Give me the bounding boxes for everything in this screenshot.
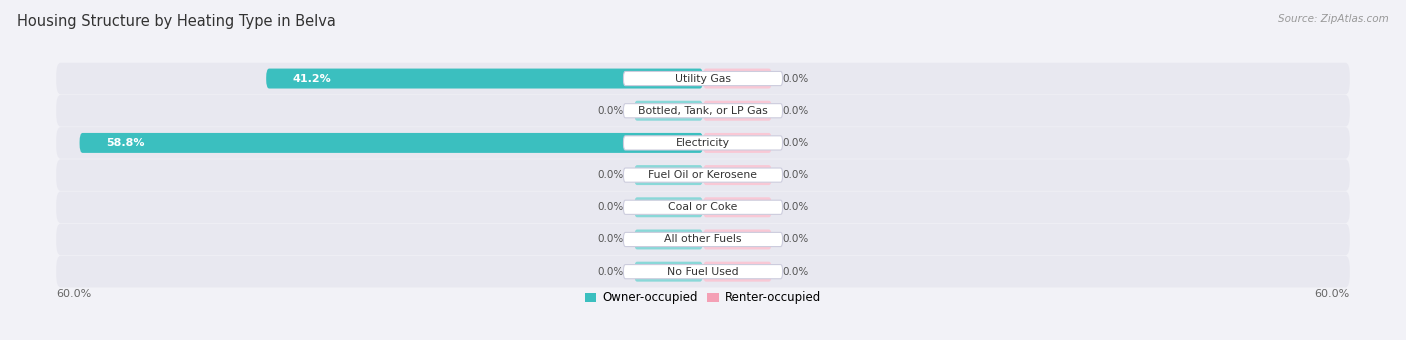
FancyBboxPatch shape xyxy=(703,69,772,88)
FancyBboxPatch shape xyxy=(703,197,772,217)
FancyBboxPatch shape xyxy=(634,262,703,282)
Text: 60.0%: 60.0% xyxy=(56,289,91,299)
Text: Bottled, Tank, or LP Gas: Bottled, Tank, or LP Gas xyxy=(638,106,768,116)
FancyBboxPatch shape xyxy=(623,200,783,214)
Legend: Owner-occupied, Renter-occupied: Owner-occupied, Renter-occupied xyxy=(579,287,827,309)
FancyBboxPatch shape xyxy=(56,256,1350,287)
FancyBboxPatch shape xyxy=(623,71,783,86)
Text: No Fuel Used: No Fuel Used xyxy=(668,267,738,277)
FancyBboxPatch shape xyxy=(634,101,703,121)
Text: 0.0%: 0.0% xyxy=(783,73,808,84)
Text: 0.0%: 0.0% xyxy=(783,202,808,212)
Text: Utility Gas: Utility Gas xyxy=(675,73,731,84)
FancyBboxPatch shape xyxy=(56,224,1350,255)
Text: 0.0%: 0.0% xyxy=(783,267,808,277)
FancyBboxPatch shape xyxy=(623,265,783,279)
FancyBboxPatch shape xyxy=(80,133,703,153)
FancyBboxPatch shape xyxy=(703,230,772,250)
FancyBboxPatch shape xyxy=(266,69,703,88)
FancyBboxPatch shape xyxy=(56,159,1350,191)
FancyBboxPatch shape xyxy=(623,136,783,150)
FancyBboxPatch shape xyxy=(56,63,1350,94)
Text: 0.0%: 0.0% xyxy=(783,138,808,148)
Text: 58.8%: 58.8% xyxy=(105,138,145,148)
FancyBboxPatch shape xyxy=(634,230,703,250)
Text: Fuel Oil or Kerosene: Fuel Oil or Kerosene xyxy=(648,170,758,180)
FancyBboxPatch shape xyxy=(703,133,772,153)
Text: 0.0%: 0.0% xyxy=(598,170,623,180)
Text: All other Fuels: All other Fuels xyxy=(664,235,742,244)
FancyBboxPatch shape xyxy=(703,101,772,121)
Text: 0.0%: 0.0% xyxy=(598,202,623,212)
Text: 0.0%: 0.0% xyxy=(783,170,808,180)
Text: Coal or Coke: Coal or Coke xyxy=(668,202,738,212)
Text: 0.0%: 0.0% xyxy=(598,267,623,277)
FancyBboxPatch shape xyxy=(634,197,703,217)
Text: Housing Structure by Heating Type in Belva: Housing Structure by Heating Type in Bel… xyxy=(17,14,336,29)
FancyBboxPatch shape xyxy=(56,95,1350,126)
Text: Source: ZipAtlas.com: Source: ZipAtlas.com xyxy=(1278,14,1389,23)
FancyBboxPatch shape xyxy=(623,168,783,182)
Text: 60.0%: 60.0% xyxy=(1315,289,1350,299)
Text: 0.0%: 0.0% xyxy=(783,235,808,244)
Text: Electricity: Electricity xyxy=(676,138,730,148)
FancyBboxPatch shape xyxy=(703,165,772,185)
FancyBboxPatch shape xyxy=(623,104,783,118)
Text: 41.2%: 41.2% xyxy=(292,73,332,84)
Text: 0.0%: 0.0% xyxy=(598,106,623,116)
FancyBboxPatch shape xyxy=(56,191,1350,223)
Text: 0.0%: 0.0% xyxy=(598,235,623,244)
FancyBboxPatch shape xyxy=(703,262,772,282)
Text: 0.0%: 0.0% xyxy=(783,106,808,116)
FancyBboxPatch shape xyxy=(623,233,783,246)
FancyBboxPatch shape xyxy=(634,165,703,185)
FancyBboxPatch shape xyxy=(56,127,1350,159)
